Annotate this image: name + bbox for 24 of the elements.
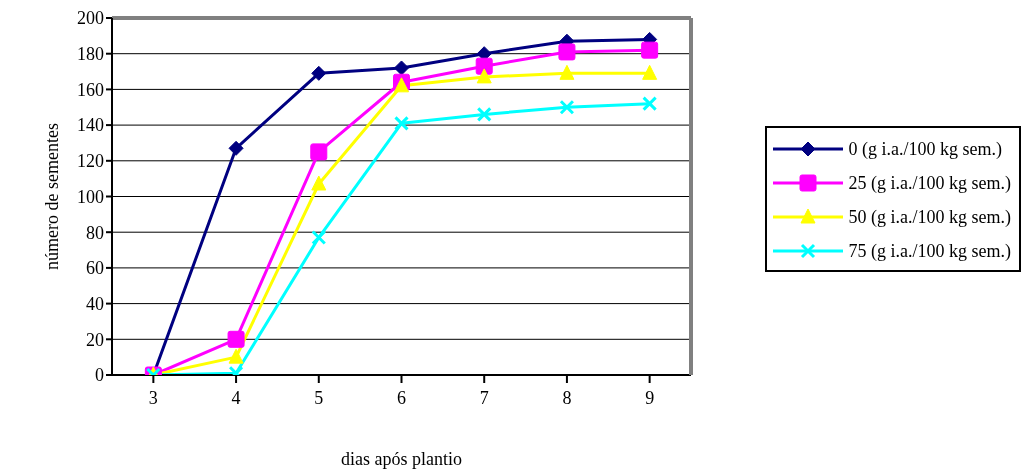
y-tick-label: 40: [86, 293, 104, 314]
x-tick-label: 6: [397, 387, 406, 408]
x-axis-title: dias após plantio: [341, 449, 462, 469]
y-tick-label: 20: [86, 329, 104, 350]
legend-label: 0 (g i.a./100 kg sem.): [848, 138, 1002, 160]
x-tick-label: 8: [562, 387, 572, 408]
x-tick-label: 9: [645, 387, 655, 408]
y-tick-label: 80: [86, 222, 104, 243]
y-tick-label: 120: [77, 151, 104, 172]
legend-label: 50 (g i.a./100 kg sem.): [848, 206, 1011, 228]
y-tick-label: 200: [77, 8, 104, 29]
y-tick-label: 160: [77, 79, 104, 100]
x-tick-label: 5: [314, 387, 324, 408]
x-tick-label: 7: [479, 387, 489, 408]
y-tick-label: 100: [77, 186, 104, 207]
legend-label: 75 (g i.a./100 kg sem.): [848, 240, 1011, 262]
x-tick-label: 3: [148, 387, 158, 408]
legend-label: 25 (g i.a./100 kg sem.): [848, 172, 1011, 194]
y-tick-label: 60: [86, 258, 104, 279]
y-tick-label: 140: [77, 115, 104, 136]
y-tick-label: 0: [95, 365, 104, 386]
x-tick-label: 4: [231, 387, 241, 408]
y-tick-label: 180: [77, 44, 104, 65]
y-axis-title: número de sementes: [42, 123, 63, 270]
